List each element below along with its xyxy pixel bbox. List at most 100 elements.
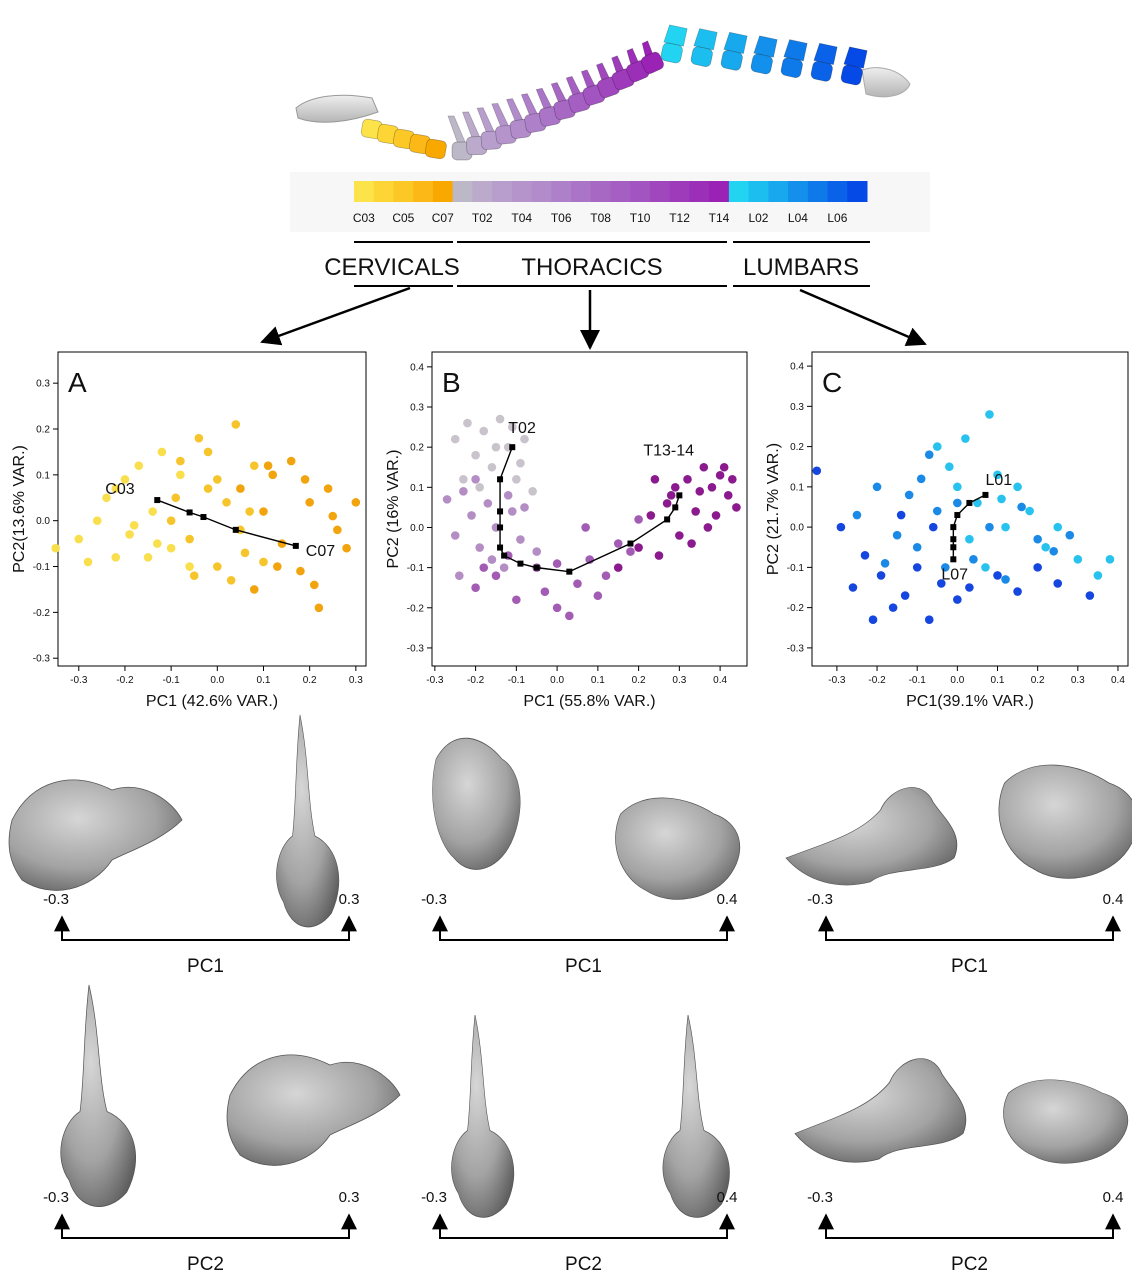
pc-label: PC2: [187, 1254, 224, 1275]
vertebra-render: [785, 787, 958, 886]
colorbar-label: T06: [551, 211, 572, 225]
point: [459, 474, 468, 484]
point: [691, 507, 700, 516]
x-tick-label: 0.1: [257, 675, 271, 686]
point: [1013, 482, 1022, 492]
y-tick-label: -0.3: [33, 654, 51, 665]
x-tick-label: -0.1: [909, 675, 927, 686]
colorbar-segment: [571, 181, 592, 202]
point: [965, 534, 974, 544]
point: [981, 563, 990, 572]
vertebra-render: [432, 737, 521, 870]
point: [711, 511, 721, 520]
pc-label: PC1: [187, 956, 224, 977]
trajectory-start-label: T02: [508, 420, 536, 437]
vertebra-render: [1003, 1079, 1129, 1164]
point: [507, 422, 517, 432]
range-min-label: -0.3: [43, 891, 69, 908]
x-tick-label: -0.3: [426, 675, 444, 686]
x-tick-label: 0.4: [1111, 675, 1125, 686]
colorbar-segment: [669, 181, 690, 202]
range-min-label: -0.3: [421, 891, 447, 908]
vertebra: [660, 24, 688, 64]
colorbar: C03 C05 C07 T02 T04 T06 T08 T10 T12 T14 L02 L04 L06: [353, 181, 868, 225]
point: [650, 474, 660, 484]
point: [166, 543, 176, 553]
colorbar-label: C05: [392, 211, 414, 225]
x-axis-label: PC1 (42.6% VAR.): [146, 693, 278, 710]
point: [471, 583, 480, 593]
vertebra: [640, 40, 664, 74]
point: [305, 498, 314, 507]
plot-frame: [57, 351, 367, 667]
point: [125, 530, 134, 539]
trajectory-marker: [497, 508, 504, 515]
point: [1033, 563, 1042, 572]
trajectory-marker: [627, 540, 634, 547]
scatter-plot: -0.3 -0.2 -0.1 0.0 0.1 0.2 0.3 0.4 -0.3 -0.2 -0.1 0…: [765, 351, 1129, 710]
point: [1085, 591, 1095, 600]
trajectory-marker: [533, 564, 540, 571]
x-tick-label: 0.0: [550, 675, 564, 686]
trajectory-marker: [950, 536, 957, 543]
point: [675, 531, 684, 540]
vertebral-body: [810, 61, 833, 82]
x-tick-label: -0.2: [116, 675, 134, 686]
point: [194, 433, 204, 443]
x-axis-label: PC1 (55.8% VAR.): [523, 693, 655, 710]
point: [812, 466, 822, 476]
x-tick-label: -0.1: [163, 675, 181, 686]
point: [932, 442, 942, 451]
point: [328, 511, 338, 521]
vertebra-render: [8, 779, 183, 891]
pc-label: PC2: [565, 1254, 602, 1275]
plots: -0.3 -0.2 -0.1 0.0 0.1 0.2 0.3 -0.3 -0.2 -0.1 0.0 0…: [11, 351, 1129, 710]
trajectory-marker: [966, 499, 973, 506]
point: [296, 566, 305, 576]
point: [993, 470, 1002, 480]
point: [699, 462, 709, 472]
trajectory-marker: [954, 512, 961, 519]
point: [573, 579, 582, 588]
spinous-process: [491, 102, 510, 129]
colorbar-segment: [511, 181, 533, 202]
point: [450, 434, 460, 444]
pc-label: PC1: [565, 956, 602, 977]
point: [459, 487, 468, 496]
vertebral-body: [424, 138, 447, 160]
colorbar-segment: [452, 181, 473, 202]
colorbar-segment: [788, 181, 809, 202]
point: [1105, 555, 1115, 564]
trajectory-marker: [186, 509, 193, 516]
vertebra: [840, 46, 868, 86]
point: [593, 591, 603, 601]
point: [723, 491, 733, 500]
point: [309, 580, 319, 590]
colorbar-segment: [827, 181, 848, 202]
point: [455, 571, 464, 580]
point: [565, 611, 574, 621]
point: [703, 523, 713, 532]
region-label: LUMBARS: [743, 254, 859, 281]
vertebra-render: [276, 714, 340, 928]
point: [83, 557, 93, 567]
y-axis-label: PC2 (21.7% VAR.): [765, 443, 782, 575]
point: [634, 515, 643, 524]
x-tick-label: 0.3: [349, 675, 363, 686]
colorbar-label: T02: [472, 211, 493, 225]
vertebra-render: [662, 1014, 730, 1218]
x-tick-label: -0.2: [868, 675, 886, 686]
point: [1049, 546, 1059, 556]
point: [143, 553, 153, 562]
spinous-process: [476, 107, 496, 134]
point: [516, 535, 525, 544]
pc-axis-bracket: [818, 1213, 1121, 1239]
range-min-label: -0.3: [807, 1189, 833, 1206]
y-axis-label: PC2 (16% VAR.): [385, 450, 402, 569]
vertebra: [720, 31, 748, 71]
point: [213, 562, 222, 571]
point: [442, 495, 452, 504]
range-min-label: -0.3: [807, 891, 833, 908]
point: [129, 520, 139, 530]
vertebral-body: [780, 57, 803, 78]
